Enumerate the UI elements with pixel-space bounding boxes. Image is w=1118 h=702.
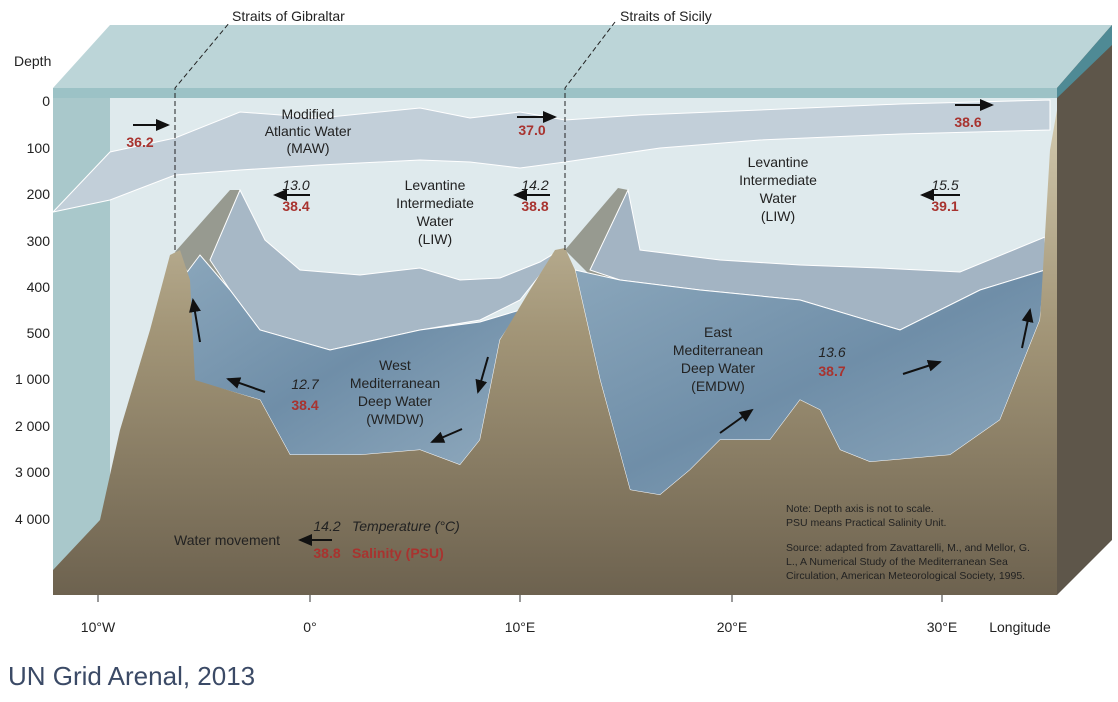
- svg-text:Deep Water: Deep Water: [681, 360, 756, 376]
- label-straits-gibraltar: Straits of Gibraltar: [232, 8, 345, 24]
- arrow-icon: [226, 377, 266, 393]
- depth-tick: 0: [42, 93, 50, 109]
- svg-text:(LIW): (LIW): [418, 231, 452, 247]
- depth-tick: 1 000: [15, 371, 50, 387]
- caption: UN Grid Arenal, 2013: [8, 661, 255, 691]
- svg-text:West: West: [379, 357, 411, 373]
- svg-text:(LIW): (LIW): [761, 208, 795, 224]
- depth-tick: 500: [27, 325, 51, 341]
- svg-text:(EMDW): (EMDW): [691, 378, 745, 394]
- temperature-liw-sicily: 14.2: [521, 177, 548, 193]
- label-maw: Modified Atlantic Water (MAW): [265, 106, 352, 156]
- legend-salinity-value: 38.8: [313, 545, 340, 561]
- arrow-icon: [475, 356, 489, 394]
- legend-temperature-value: 14.2: [313, 518, 340, 534]
- arrow-icon: [189, 298, 201, 343]
- legend-salinity-label: Salinity (PSU): [352, 545, 444, 561]
- water-movement-arrows: [133, 99, 1034, 546]
- arrow-icon: [1021, 308, 1034, 349]
- longitude-ticks: [97, 595, 943, 602]
- svg-text:Levantine: Levantine: [748, 154, 809, 170]
- salinity-liw-sicily: 38.8: [521, 198, 548, 214]
- temperature-emdw: 13.6: [818, 344, 845, 360]
- longitude-axis-title: Longitude: [989, 619, 1051, 635]
- depth-tick: 4 000: [15, 511, 50, 527]
- arrow-icon: [719, 408, 754, 434]
- legend-temperature-label: Temperature (°C): [352, 518, 460, 534]
- svg-text:Water: Water: [760, 190, 797, 206]
- svg-text:Circulation, American Meteorol: Circulation, American Meteorological Soc…: [786, 570, 1025, 582]
- depth-tick: 300: [27, 233, 51, 249]
- svg-text:(MAW): (MAW): [286, 140, 329, 156]
- legend-water-movement: Water movement: [174, 532, 280, 548]
- seafloor: [53, 110, 1057, 595]
- longitude-tick: 30°E: [927, 619, 958, 635]
- top-face: [53, 25, 1112, 88]
- salinity-wmdw: 38.4: [291, 397, 318, 413]
- temperature-liw-gibraltar: 13.0: [282, 177, 309, 193]
- depth-axis-title: Depth: [14, 53, 51, 69]
- svg-text:Water: Water: [417, 213, 454, 229]
- source-notes: Note: Depth axis is not to scale. PSU me…: [786, 503, 1030, 582]
- salinity-liw-east: 39.1: [931, 198, 958, 214]
- salinity-east-surface: 38.6: [954, 114, 981, 130]
- temperature-wmdw: 12.7: [291, 376, 319, 392]
- right-face-surface: [1057, 25, 1112, 98]
- svg-text:Note: Depth axis is not to sca: Note: Depth axis is not to scale.: [786, 503, 934, 515]
- salinity-emdw: 38.7: [818, 363, 845, 379]
- surface-band: [53, 88, 1057, 98]
- depth-ticks: 0 100 200 300 400 500 1 000 2 000 3 000 …: [15, 93, 50, 527]
- svg-text:Intermediate: Intermediate: [396, 195, 474, 211]
- label-emdw: East Mediterranean Deep Water (EMDW): [673, 324, 763, 394]
- salinity-sicily-surface: 37.0: [518, 122, 545, 138]
- svg-text:Levantine: Levantine: [405, 177, 466, 193]
- svg-text:Mediterranean: Mediterranean: [673, 342, 763, 358]
- depth-tick: 2 000: [15, 418, 50, 434]
- svg-text:Intermediate: Intermediate: [739, 172, 817, 188]
- svg-text:Source: adapted from Zavattare: Source: adapted from Zavattarelli, M., a…: [786, 542, 1030, 554]
- longitude-tick: 0°: [303, 619, 316, 635]
- label-liw-west: Levantine Intermediate Water (LIW): [396, 177, 474, 247]
- longitude-tick: 20°E: [717, 619, 748, 635]
- right-face: [1057, 25, 1112, 595]
- svg-text:Mediterranean: Mediterranean: [350, 375, 440, 391]
- depth-tick: 200: [27, 186, 51, 202]
- svg-text:Modified: Modified: [282, 106, 335, 122]
- salinity-atlantic: 36.2: [126, 134, 153, 150]
- salinity-liw-gibraltar: 38.4: [282, 198, 309, 214]
- temperature-liw-east: 15.5: [931, 177, 958, 193]
- arrow-icon: [902, 359, 942, 375]
- svg-text:(WMDW): (WMDW): [366, 411, 424, 427]
- label-wmdw: West Mediterranean Deep Water (WMDW): [350, 357, 440, 427]
- depth-tick: 3 000: [15, 464, 50, 480]
- depth-tick: 400: [27, 279, 51, 295]
- svg-text:East: East: [704, 324, 732, 340]
- gibraltar-marker-line: [174, 21, 231, 250]
- longitude-tick: 10°W: [81, 619, 116, 635]
- svg-text:PSU means Practical Salinity U: PSU means Practical Salinity Unit.: [786, 517, 946, 529]
- depth-tick: 100: [27, 140, 51, 156]
- svg-text:Deep Water: Deep Water: [358, 393, 433, 409]
- label-straits-sicily: Straits of Sicily: [620, 8, 712, 24]
- arrow-icon: [430, 428, 463, 443]
- sicily-marker-line: [564, 21, 616, 250]
- svg-text:L., A Numerical Study of the M: L., A Numerical Study of the Mediterrane…: [786, 556, 1008, 568]
- longitude-tick: 10°E: [505, 619, 536, 635]
- label-liw-east: Levantine Intermediate Water (LIW): [739, 154, 817, 224]
- maw-layer: [51, 99, 1051, 213]
- svg-text:Atlantic Water: Atlantic Water: [265, 123, 352, 139]
